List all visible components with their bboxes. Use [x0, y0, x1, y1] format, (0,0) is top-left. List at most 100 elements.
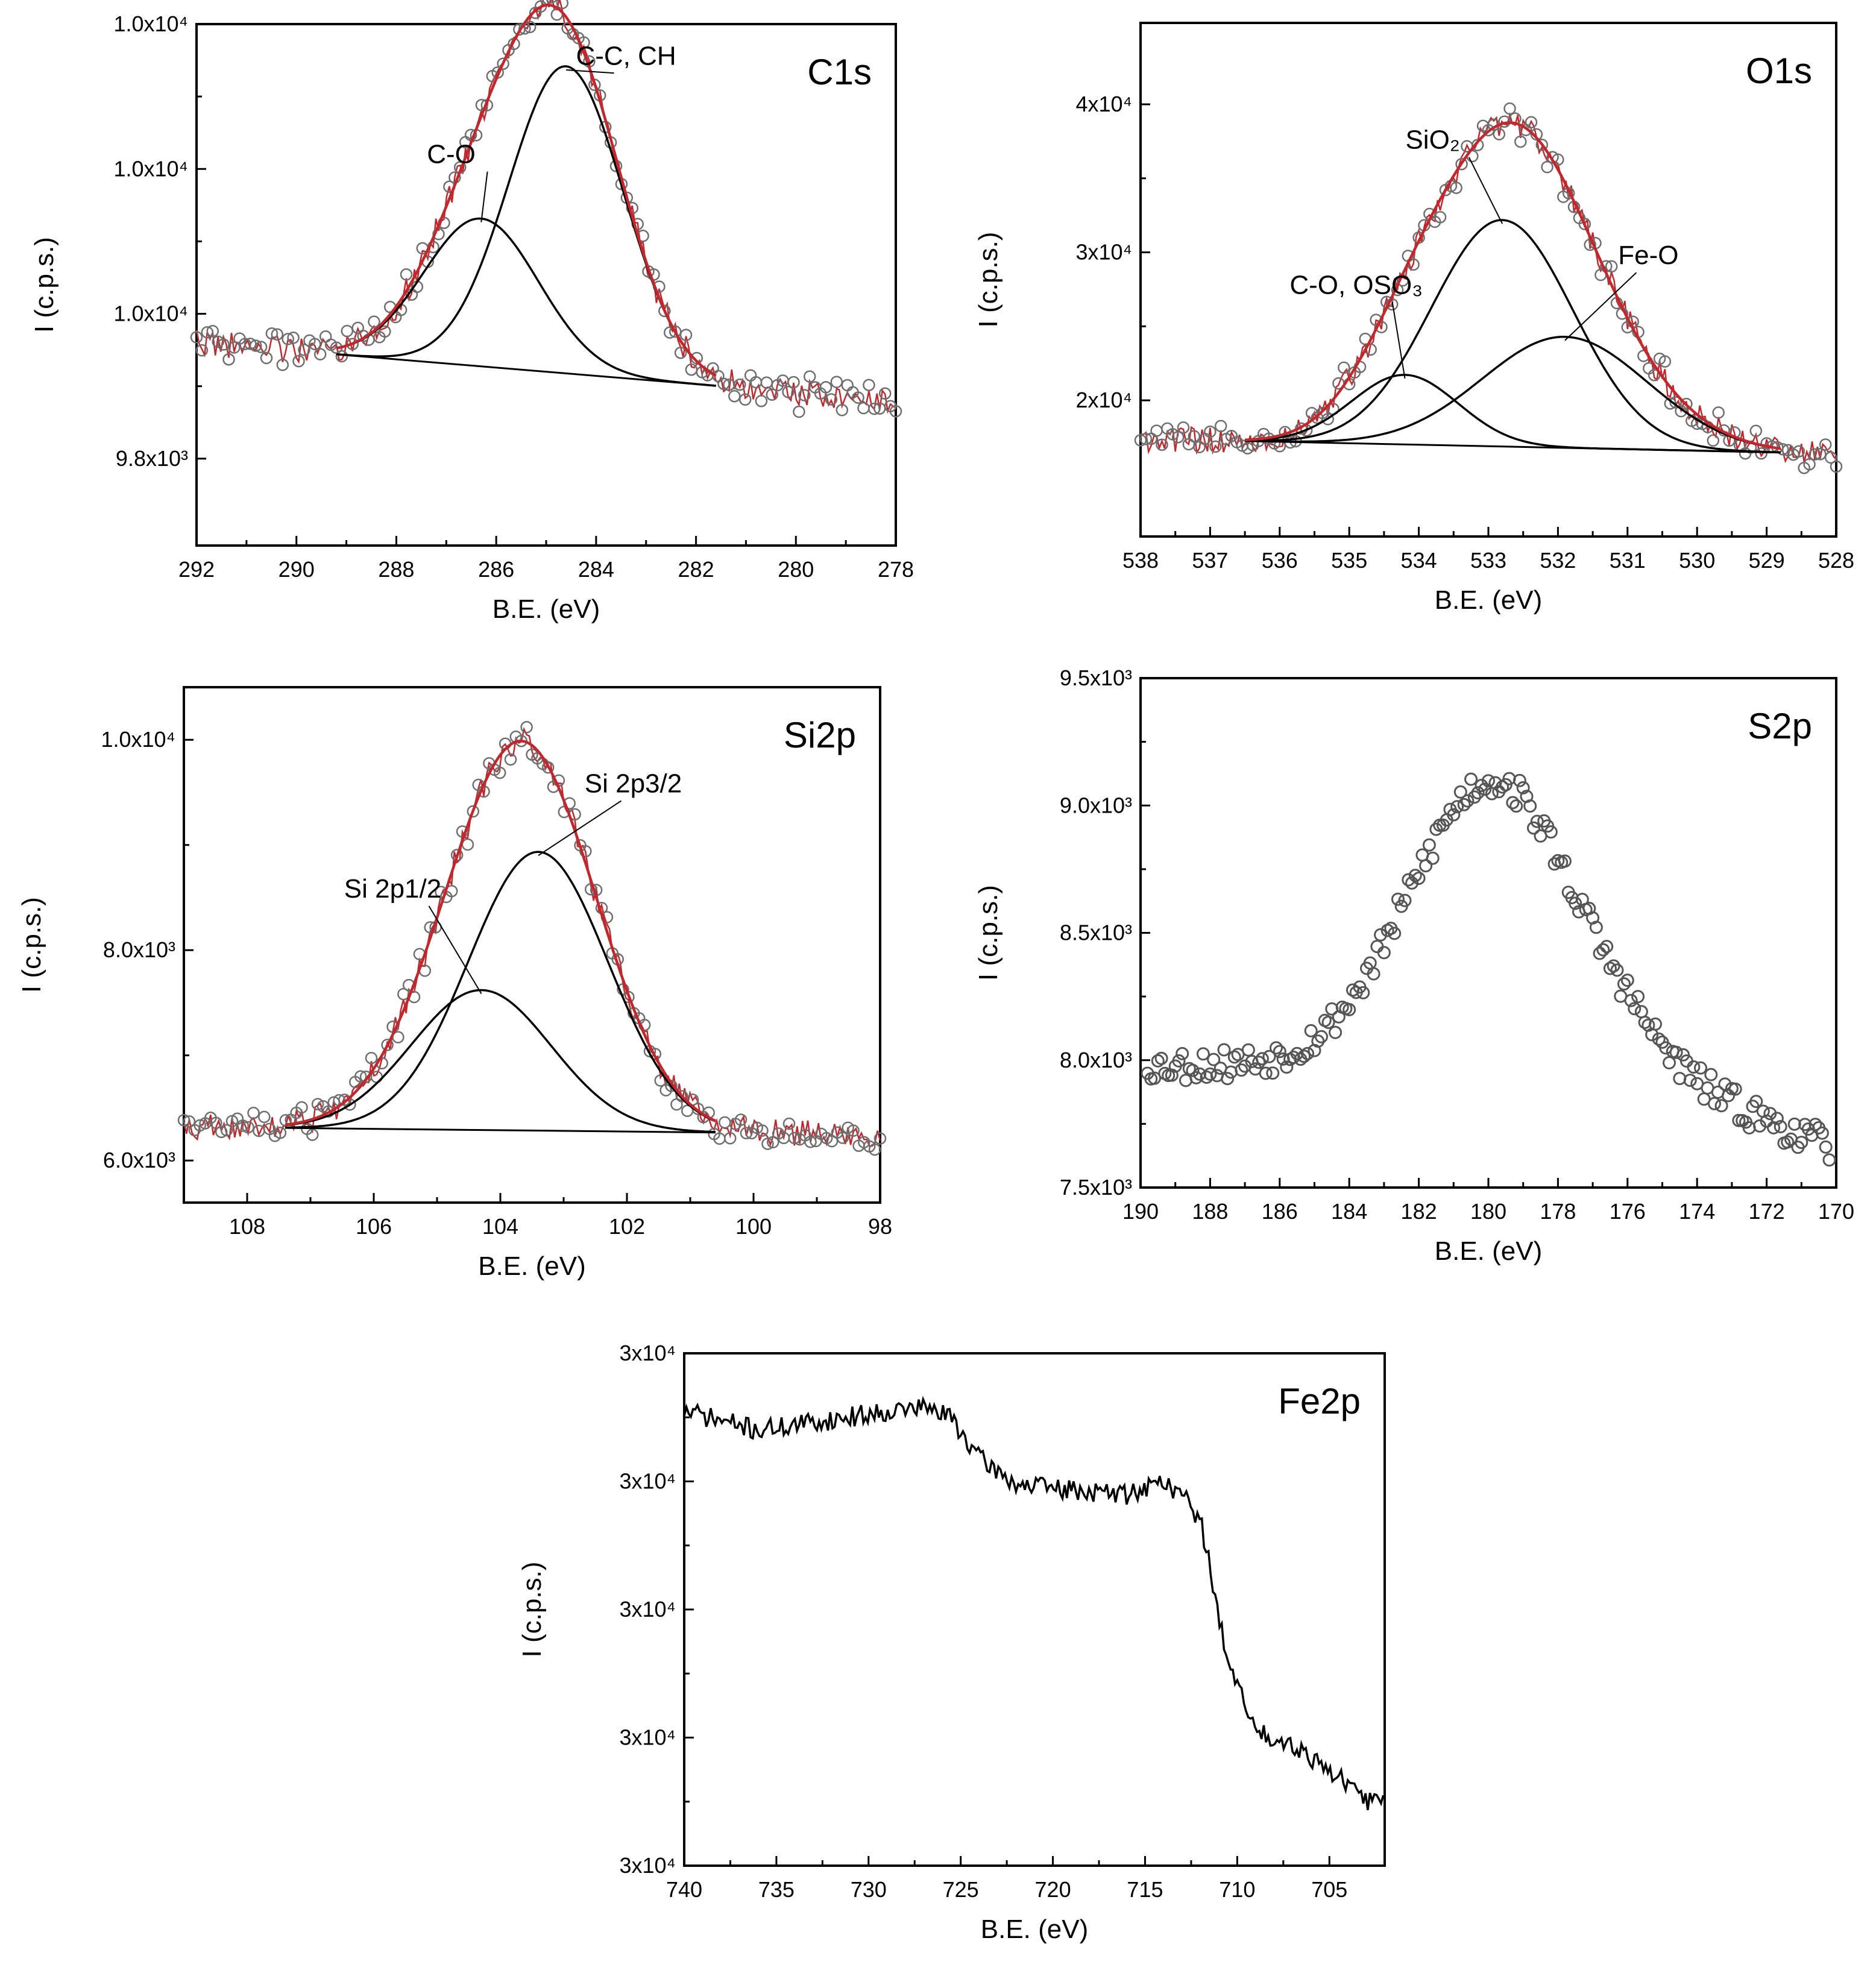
s2p-data-point: [1235, 1063, 1248, 1077]
si2p-data-point: [772, 1127, 785, 1140]
si2p-data-point: [745, 1127, 758, 1140]
si2p-data-point: [177, 1113, 190, 1127]
c1s-y-axis-title: I (c.p.s.): [30, 237, 59, 333]
s2p-data-point: [1408, 869, 1422, 883]
c1s-data-point: [690, 351, 704, 365]
c1s-plot-frame: [195, 23, 897, 547]
s2p-x-tick-label: 188: [1192, 1199, 1228, 1224]
s2p-data-point: [1193, 1067, 1207, 1081]
s2p-x-tick-label: 172: [1749, 1199, 1785, 1224]
s2p-data-point: [1321, 1016, 1335, 1029]
s2p-y-tick-label: 9.0x10³: [1060, 793, 1132, 817]
o1s-annotation-label: Fe-O: [1618, 241, 1678, 270]
c1s-y-tick-label: 1.0x10⁴: [113, 11, 188, 36]
fe2p-x-tick-label: 705: [1311, 1877, 1347, 1902]
s2p-data-point: [1603, 961, 1617, 975]
s2p-x-axis-title: B.E. (eV): [1435, 1236, 1543, 1266]
si2p-data-point: [617, 983, 629, 996]
si2p-data-point: [740, 1127, 753, 1140]
c1s-x-tick-label: 284: [578, 557, 614, 582]
s2p-data-point: [1669, 1045, 1683, 1059]
si2p-data-point: [225, 1115, 239, 1128]
o1s-x-tick-label: 533: [1470, 548, 1506, 573]
s2p-data-point: [1749, 1095, 1763, 1109]
s2p-data-point: [1457, 798, 1471, 811]
c1s-annotation-label: C-O: [427, 140, 476, 169]
s2p-data-point: [1787, 1117, 1801, 1131]
c1s-data-point: [793, 405, 805, 418]
c1s-data-point: [254, 341, 268, 353]
s2p-data-point: [1649, 1017, 1662, 1031]
s2p-data-point: [1708, 1097, 1721, 1110]
o1s-data-point: [1439, 184, 1452, 197]
c1s-data-point: [400, 268, 413, 281]
si2p-data-point: [681, 1104, 694, 1118]
si2p-data-point: [242, 1121, 254, 1134]
o1s-data-point: [1824, 451, 1837, 464]
si2p-x-tick-label: 104: [482, 1214, 518, 1239]
s2p-data-point: [1683, 1074, 1697, 1087]
o1s-x-axis-title: B.E. (eV): [1435, 585, 1543, 615]
si2p-data-point: [199, 1117, 212, 1130]
s2p-data-point: [1367, 967, 1380, 981]
s2p-x-tick-label: 186: [1262, 1199, 1298, 1224]
o1s-data-point: [1605, 260, 1618, 273]
s2p-data-point: [1429, 822, 1443, 836]
o1s-data-point: [1150, 424, 1163, 437]
si2p-y-tick-label: 6.0x10³: [103, 1148, 175, 1172]
o1s-data-point: [1177, 421, 1190, 434]
s2p-data-point: [1273, 1045, 1286, 1059]
c1s-data-point: [878, 387, 892, 400]
si2p-x-tick-label: 98: [868, 1214, 892, 1239]
s2p-data-point: [1241, 1043, 1255, 1057]
c1s-data-point: [728, 389, 741, 403]
o1s-data-point: [1643, 362, 1655, 375]
si2p-data-point: [852, 1139, 865, 1152]
s2p-data-point: [1822, 1153, 1836, 1167]
s2p-data-point: [1610, 963, 1624, 977]
o1s-data-point: [1749, 424, 1763, 438]
s2p-data-point: [1227, 1050, 1241, 1064]
s2p-data-point: [1217, 1043, 1231, 1057]
s2p-data-point: [1516, 781, 1530, 794]
s2p-data-point: [1304, 1024, 1318, 1037]
s2p-data-point: [1356, 986, 1370, 999]
si2p-data-point: [526, 748, 538, 761]
o1s-data-point: [1814, 448, 1827, 461]
s2p-data-point: [1148, 1071, 1162, 1085]
si2p-data-point: [365, 1051, 378, 1065]
s2p-data-point: [1663, 1056, 1676, 1069]
s2p-data-point: [1819, 1140, 1833, 1154]
s2p-x-tick-label: 190: [1122, 1199, 1159, 1224]
si2p-data-point: [327, 1096, 341, 1109]
si2p-x-axis-title: B.E. (eV): [478, 1251, 586, 1281]
o1s-annotation-leader: [1468, 157, 1503, 224]
o1s-data-point: [1182, 438, 1195, 451]
o1s-x-tick-label: 536: [1262, 548, 1298, 573]
si2p-y-axis-title: I (c.p.s.): [17, 897, 46, 993]
o1s-data-point: [1819, 438, 1832, 451]
c1s-data-point: [546, 0, 558, 4]
s2p-data-point: [1795, 1136, 1808, 1150]
o1s-data-trace: [1140, 112, 1837, 464]
c1s-data-point: [244, 338, 257, 350]
si2p-data-point: [424, 921, 436, 934]
c1s-data-point: [260, 351, 273, 365]
c1s-data-point: [836, 404, 849, 417]
s2p-data-point: [1259, 1066, 1273, 1080]
o1s-x-tick-label: 529: [1749, 548, 1785, 573]
c1s-data-point: [556, 0, 569, 10]
si2p-data-point: [220, 1124, 233, 1137]
o1s-component-peak: [1245, 374, 1781, 454]
s2p-data-point: [1176, 1046, 1189, 1060]
s2p-data-point: [1255, 1052, 1269, 1066]
o1s-panel-title: O1s: [1746, 51, 1812, 91]
o1s-annotation-label: SiO₂: [1405, 125, 1459, 155]
c1s-data-point: [201, 326, 214, 339]
c1s-data-point: [212, 335, 224, 348]
c1s-data-point: [863, 379, 875, 391]
c1s-data-point: [782, 386, 795, 398]
c1s-data-point: [313, 348, 327, 360]
s2p-y-axis-title: I (c.p.s.): [974, 885, 1003, 981]
o1s-data-point: [1209, 440, 1222, 453]
